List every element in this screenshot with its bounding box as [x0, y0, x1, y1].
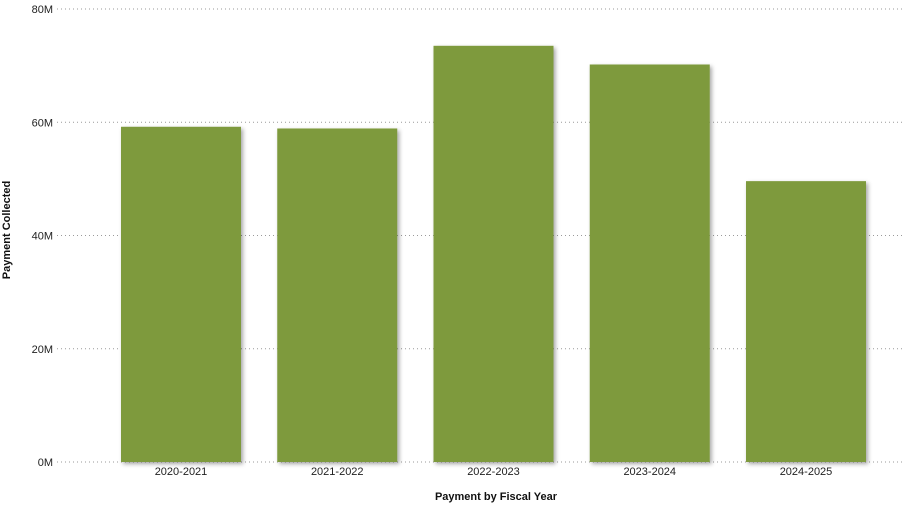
- bar-2023-2024[interactable]: [589, 64, 710, 463]
- y-tick-label: 80M: [32, 4, 53, 16]
- x-tick-label: 2022-2023: [467, 466, 520, 478]
- bar-2021-2022[interactable]: [277, 128, 398, 462]
- x-axis-ticks: 2020-2021 2021-2022 2022-2023 2023-2024 2024…: [155, 466, 833, 478]
- x-tick-label: 2021-2022: [311, 466, 364, 478]
- bar-2022-2023[interactable]: [433, 45, 554, 463]
- y-axis-title: Payment Collected: [1, 181, 13, 279]
- x-tick-label: 2020-2021: [155, 466, 208, 478]
- y-tick-label: 20M: [32, 344, 53, 356]
- bar-2024-2025[interactable]: [746, 181, 866, 462]
- x-tick-label: 2023-2024: [623, 466, 676, 478]
- bars: [121, 45, 866, 463]
- bar-2020-2021[interactable]: [121, 126, 241, 462]
- x-tick-label: 2024-2025: [780, 466, 833, 478]
- y-tick-label: 40M: [32, 231, 53, 243]
- y-tick-label: 60M: [32, 117, 53, 129]
- y-tick-label: 0M: [38, 457, 53, 469]
- x-axis-title: Payment by Fiscal Year: [435, 491, 558, 503]
- y-axis-ticks: 0M 20M 40M 60M 80M: [32, 4, 53, 469]
